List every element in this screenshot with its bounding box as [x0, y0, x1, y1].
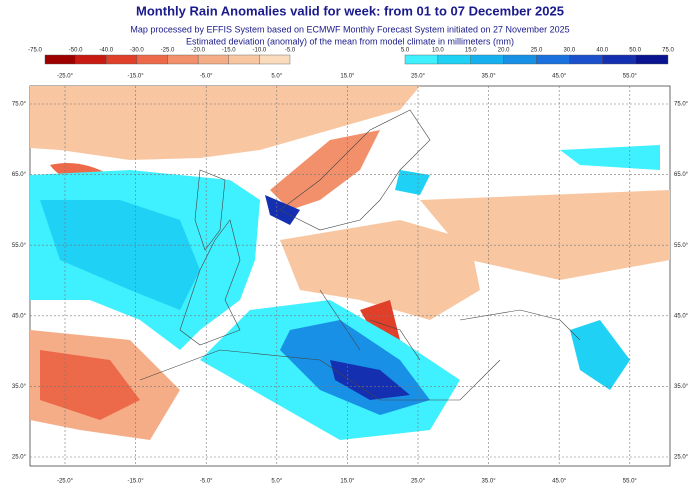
longitude-label: 35.0° [482, 479, 497, 485]
legend-swatch [404, 54, 439, 65]
legend-swatch [536, 54, 570, 65]
latitude-label: 45.0° [12, 313, 27, 319]
longitude-label: 35.0° [482, 74, 497, 80]
legend-label: 40.0 [596, 48, 608, 54]
latitude-label: 25.0° [674, 455, 689, 461]
longitude-label: -5.0° [200, 479, 213, 485]
latitude-label: 55.0° [674, 243, 689, 249]
longitude-label: -5.0° [200, 74, 213, 80]
longitude-label: 15.0° [340, 74, 355, 80]
legend-label: -30.0 [130, 48, 144, 54]
legend-swatch [503, 54, 537, 65]
legend-swatch [470, 54, 504, 65]
latitude-label: 75.0° [12, 102, 27, 108]
legend-label: -40.0 [99, 48, 113, 54]
legend-label: -20.0 [191, 48, 205, 54]
legend-label: 15.0 [465, 48, 477, 54]
longitude-label: 5.0° [271, 74, 282, 80]
latitude-label: 65.0° [12, 172, 27, 178]
legend-label: 75.0 [662, 48, 674, 54]
legend-label: -5.0 [285, 48, 296, 54]
legend-swatch [44, 54, 76, 65]
legend-swatch [437, 54, 471, 65]
legend-swatch [167, 54, 199, 65]
legend-swatch [259, 54, 291, 65]
latitude-label: 55.0° [12, 243, 27, 249]
longitude-label: -15.0° [128, 74, 145, 80]
longitude-label: 55.0° [623, 479, 638, 485]
legend-label: 5.0 [401, 48, 410, 54]
legend-label: 10.0 [432, 48, 444, 54]
title: Monthly Rain Anomalies valid for week: f… [136, 3, 564, 18]
longitude-label: 15.0° [340, 479, 355, 485]
legend-label: -25.0 [161, 48, 175, 54]
legend-label: -10.0 [253, 48, 267, 54]
latitude-label: 45.0° [674, 313, 689, 319]
latitude-label: 35.0° [674, 384, 689, 390]
graticule [30, 86, 670, 466]
legend-label: -50.0 [69, 48, 83, 54]
longitude-label: -25.0° [57, 479, 74, 485]
legend-swatch [569, 54, 603, 65]
legend-swatch [602, 54, 636, 65]
longitude-label: 45.0° [552, 479, 567, 485]
legend-swatch [106, 54, 138, 65]
latitude-label: 25.0° [12, 455, 27, 461]
legend-swatch [228, 54, 260, 65]
legend-swatch [75, 54, 107, 65]
longitude-label: -15.0° [128, 479, 145, 485]
legend-label: -15.0 [222, 48, 236, 54]
coastlines [139, 109, 581, 401]
legend-label: 20.0 [498, 48, 510, 54]
legend-swatch [634, 54, 669, 65]
longitude-label: 25.0° [411, 479, 426, 485]
latitude-label: 65.0° [674, 172, 689, 178]
longitude-label: 5.0° [271, 479, 282, 485]
longitude-label: 25.0° [411, 74, 426, 80]
legend-label: 25.0 [531, 48, 543, 54]
longitude-label: 45.0° [552, 74, 567, 80]
longitude-label: 55.0° [623, 74, 638, 80]
legend-label: 50.0 [629, 48, 641, 54]
legend-swatch [197, 54, 229, 65]
legend-swatch [136, 54, 168, 65]
longitude-label: -25.0° [57, 74, 74, 80]
map-frame [29, 85, 671, 467]
legend-label: -75.0 [28, 48, 42, 54]
legend-label: 30.0 [564, 48, 576, 54]
subtitle: Estimated deviation (anomaly) of the mea… [186, 36, 514, 46]
subtitle: Map processed by EFFIS System based on E… [130, 24, 569, 34]
latitude-label: 75.0° [674, 102, 689, 108]
latitude-label: 35.0° [12, 384, 27, 390]
